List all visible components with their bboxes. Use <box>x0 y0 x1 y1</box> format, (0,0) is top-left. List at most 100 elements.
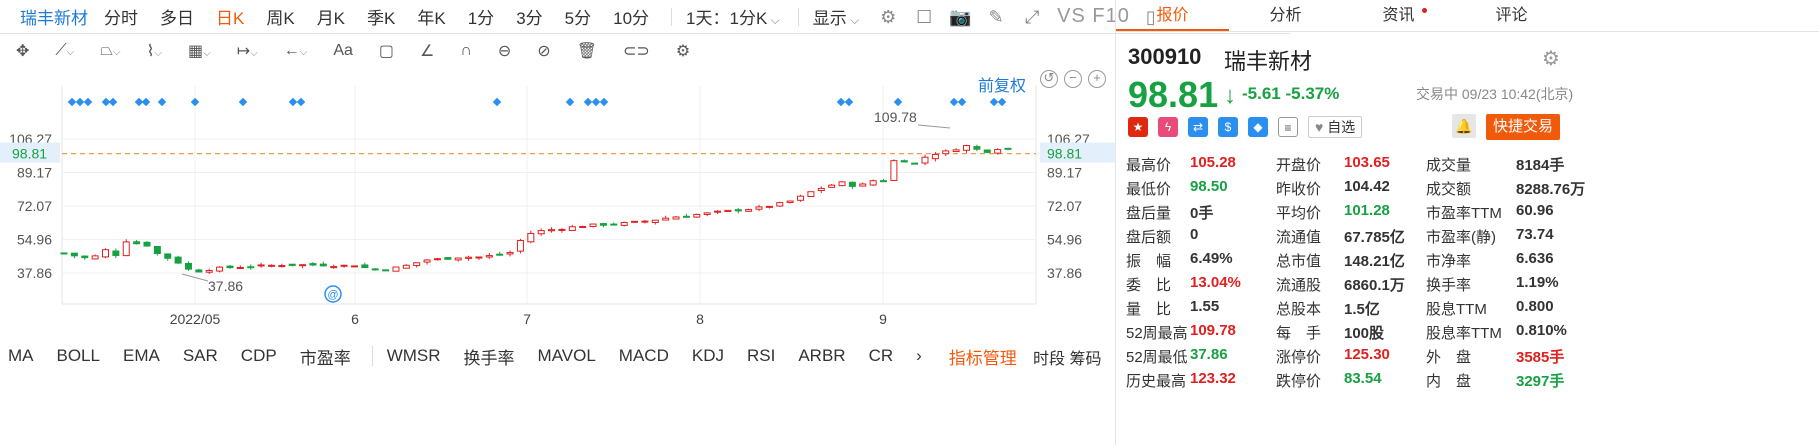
indicator-ma[interactable]: MA <box>8 346 34 365</box>
tab-comments[interactable]: 评论 <box>1495 7 1528 24</box>
event-marker[interactable] <box>836 97 846 107</box>
event-marker[interactable] <box>989 97 999 107</box>
candle-body <box>817 187 825 191</box>
bell-icon[interactable]: 🔔 <box>1452 114 1476 138</box>
square-select-icon[interactable]: ☐ <box>916 6 933 27</box>
sidebar-toggle-icon[interactable]: ▯ <box>1145 6 1156 27</box>
candle-body <box>734 209 742 212</box>
period-chip-tabs[interactable]: 时段 筹码 <box>1033 351 1102 368</box>
event-marker[interactable] <box>949 97 959 107</box>
event-marker[interactable] <box>75 97 85 107</box>
event-marker[interactable] <box>893 97 903 107</box>
angle-icon[interactable]: ∠ <box>420 43 435 60</box>
indicator-turnover[interactable]: 换手率 <box>463 348 515 368</box>
quick-trade-button[interactable]: 快捷交易 <box>1486 114 1560 140</box>
tab-quote[interactable]: 报价 <box>1116 0 1229 31</box>
event-marker[interactable] <box>238 97 248 107</box>
period-tab[interactable]: 10分 <box>613 9 650 28</box>
magnet-icon[interactable]: ∩ <box>460 42 472 59</box>
indicator-sar[interactable]: SAR <box>182 346 218 365</box>
stock-name-link[interactable]: 瑞丰新材 <box>20 9 88 28</box>
period-tab[interactable]: 年K <box>417 9 446 28</box>
comment-icon[interactable]: ▢ <box>378 43 395 60</box>
indicator-ema[interactable]: EMA <box>122 346 160 365</box>
event-marker[interactable] <box>288 97 298 107</box>
event-marker[interactable] <box>67 97 77 107</box>
watchlist-label: 自选 <box>1327 119 1356 135</box>
period-tab[interactable]: 月K <box>316 9 346 28</box>
period-tab[interactable]: 多日 <box>160 9 194 28</box>
period-tab[interactable]: 分时 <box>104 9 138 28</box>
period-tab[interactable]: 季K <box>367 9 396 28</box>
indicator-manage-button[interactable]: 指标管理 <box>948 348 1017 368</box>
fuquan-select[interactable]: 前复权 <box>978 78 1027 95</box>
event-marker[interactable] <box>565 97 575 107</box>
move-icon[interactable]: ✥ <box>16 43 30 60</box>
settings-icon[interactable]: ⚙ <box>880 6 897 27</box>
period-tab[interactable]: 5分 <box>564 9 592 28</box>
line-tool-icon[interactable]: ⟋⌵ <box>55 42 75 59</box>
event-marker[interactable] <box>141 97 151 107</box>
period-tab-active[interactable]: 日K <box>216 9 245 28</box>
event-marker[interactable] <box>492 97 502 107</box>
event-marker[interactable] <box>157 97 167 107</box>
event-marker[interactable] <box>583 97 593 107</box>
tab-analysis[interactable]: 分析 <box>1269 7 1302 24</box>
event-marker[interactable] <box>997 97 1007 107</box>
event-marker[interactable] <box>83 97 93 107</box>
indicator-mavol[interactable]: MAVOL <box>537 346 596 365</box>
range-select[interactable]: 1天：1分K <box>686 4 780 29</box>
indicator-arbr[interactable]: ARBR <box>798 346 846 365</box>
indicator-cr[interactable]: CR <box>868 346 894 365</box>
display-select[interactable]: 显示 <box>813 4 859 29</box>
shuffle-icon[interactable]: ⇄ <box>1188 117 1208 137</box>
link-icon[interactable]: ⊂⊃ <box>623 43 650 60</box>
period-tab[interactable]: 3分 <box>516 9 543 28</box>
dollar-icon[interactable]: $ <box>1218 117 1238 137</box>
note-icon[interactable]: ≡ <box>1278 117 1298 137</box>
indicator-rsi[interactable]: RSI <box>746 346 776 365</box>
event-marker[interactable] <box>599 97 609 107</box>
reset-icon[interactable]: ↺ <box>1040 70 1058 88</box>
measure-tool-icon[interactable]: ↦⌵ <box>236 43 258 60</box>
tab-news[interactable]: 资讯 <box>1342 0 1455 31</box>
indicator-macd[interactable]: MACD <box>618 346 669 365</box>
event-marker[interactable] <box>296 97 306 107</box>
stat-value: 98.50 <box>1190 177 1228 195</box>
mention-icon[interactable] <box>324 285 342 303</box>
event-marker[interactable] <box>844 97 854 107</box>
indicator-pe[interactable]: 市盈率 <box>299 348 351 368</box>
channel-tool-icon[interactable]: ⏢⌵ <box>100 42 121 59</box>
draw-settings-icon[interactable]: ⚙ <box>675 43 691 60</box>
indicator-boll[interactable]: BOLL <box>56 346 100 365</box>
arrow-tool-icon[interactable]: ←⌵ <box>283 42 308 59</box>
fib-tool-icon[interactable]: ▦⌵ <box>188 43 211 60</box>
lightning-icon[interactable]: ϟ <box>1158 117 1178 137</box>
event-marker[interactable] <box>108 97 118 107</box>
hide-icon[interactable]: ⊘ <box>537 43 551 60</box>
event-marker[interactable] <box>591 97 601 107</box>
event-marker[interactable] <box>957 97 967 107</box>
indicator-wmsr[interactable]: WMSR <box>386 346 441 365</box>
zoom-in-icon[interactable]: + <box>1088 70 1106 88</box>
camera-icon[interactable]: 📷 <box>949 6 972 27</box>
tag-icon[interactable]: ◆ <box>1248 117 1268 137</box>
stat-value: 6.49% <box>1190 249 1233 267</box>
wave-tool-icon[interactable]: ⌇⌵ <box>146 43 163 60</box>
event-marker[interactable] <box>190 97 200 107</box>
text-tool[interactable]: Aa <box>333 42 353 59</box>
trash-icon[interactable]: 🗑 <box>576 43 597 60</box>
indicator-cdp[interactable]: CDP <box>240 346 277 365</box>
indicator-kdj[interactable]: KDJ <box>691 346 724 365</box>
add-watchlist-button[interactable]: ♥ 自选 <box>1308 116 1363 138</box>
fullscreen-icon[interactable]: ⤢ <box>1024 6 1040 27</box>
vs-f10-link[interactable]: VS F10 <box>1057 5 1130 27</box>
period-tab[interactable]: 周K <box>266 9 295 28</box>
gear-icon[interactable]: ⚙ <box>1542 48 1560 70</box>
period-tab[interactable]: 1分 <box>467 9 495 28</box>
pencil-icon[interactable]: ✎ <box>988 6 1004 27</box>
chevron-right-icon[interactable]: › <box>916 346 922 365</box>
lock-icon[interactable]: ⊖ <box>497 43 512 60</box>
zoom-out-icon[interactable]: − <box>1064 70 1082 88</box>
